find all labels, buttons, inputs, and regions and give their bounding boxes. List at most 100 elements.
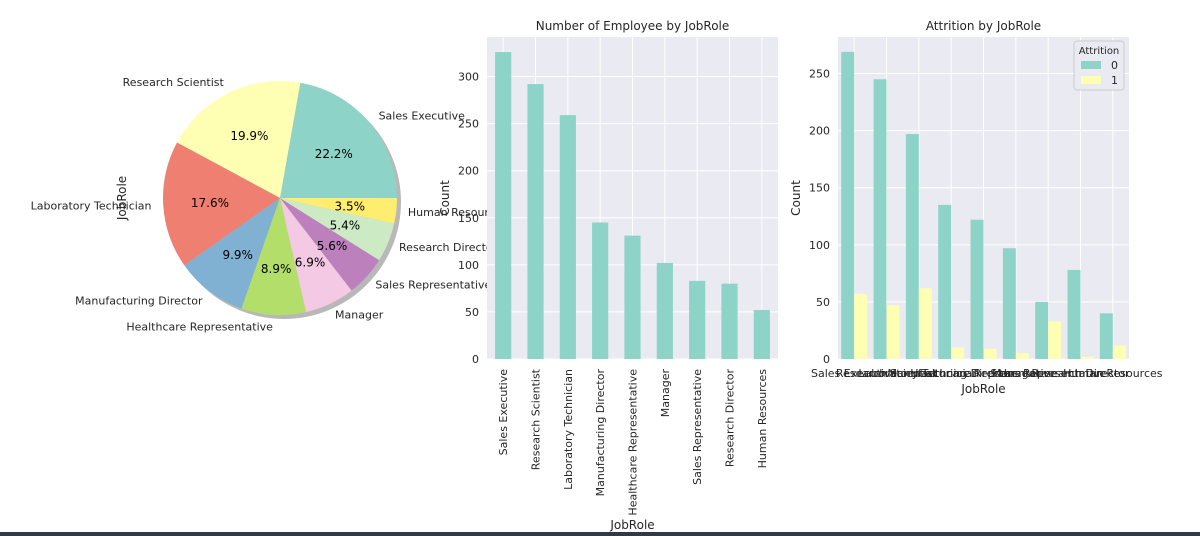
x-tick-label: Human Resources [1063, 367, 1163, 380]
chart-title: Number of Employee by JobRole [536, 19, 730, 33]
y-tick-label: 150 [458, 212, 479, 225]
legend-entry: 0 [1111, 59, 1118, 72]
bar-series-1 [1048, 321, 1062, 359]
bar-series-1 [1112, 345, 1126, 359]
bar-series-0 [1035, 301, 1049, 359]
legend-entry: 1 [1111, 74, 1118, 87]
pie-slice [162, 142, 280, 266]
x-axis-label: JobRole [609, 518, 654, 532]
bar-series-0 [938, 204, 952, 359]
legend-swatch [1081, 61, 1101, 69]
pie-slice [241, 198, 307, 315]
pie-ylabel: JobRole [115, 176, 129, 221]
bar [624, 235, 641, 359]
bar-series-1 [983, 348, 997, 359]
bar-series-0 [905, 134, 919, 359]
pie-pct-label: 5.4% [330, 219, 361, 233]
pie-label: Manager [335, 308, 384, 321]
x-tick-label: Laboratory Technician [562, 369, 575, 490]
bar-series-1 [918, 288, 932, 359]
chart-title: Attrition by JobRole [926, 19, 1041, 33]
y-tick-label: 100 [458, 259, 479, 272]
pie-chart: Sales Executive 22.2% Research Scientist 19… [31, 76, 508, 333]
pie-label: Laboratory Technician [31, 200, 152, 213]
pie-pct-label: 5.6% [317, 239, 348, 253]
x-tick-label: Sales Representative [691, 369, 704, 485]
pie-label: Human Resources [408, 206, 508, 219]
bar-series-0 [970, 219, 984, 359]
bar-series-0 [1067, 269, 1081, 359]
x-tick-label: Human Resources [756, 369, 769, 469]
y-tick-label: 250 [809, 68, 830, 81]
y-tick-label: 0 [472, 353, 479, 366]
bar [592, 222, 609, 359]
pie-pct-label: 6.9% [295, 255, 326, 269]
bar-series-1 [886, 305, 900, 359]
pie-pct-label: 19.9% [230, 129, 268, 143]
x-tick-label: Research Scientist [530, 368, 543, 470]
pie-slice [184, 198, 280, 309]
y-tick-label: 50 [465, 306, 479, 319]
y-tick-label: 250 [458, 118, 479, 131]
y-tick-label: 200 [809, 125, 830, 138]
y-tick-label: 200 [458, 165, 479, 178]
x-tick-label: Sales Executive [811, 367, 898, 380]
pie-slice [280, 198, 397, 224]
bar [689, 280, 706, 359]
pie-label: Healthcare Representative [126, 321, 273, 334]
x-tick-label: Research Director [1031, 367, 1130, 380]
y-tick-label: 50 [816, 296, 830, 309]
pie-pct-label: 8.9% [261, 262, 292, 276]
bottom-bar [0, 532, 1200, 536]
x-tick-label: Healthcare Representative [627, 369, 640, 516]
bar [559, 115, 576, 359]
x-axis-label: JobRole [960, 382, 1005, 396]
pie-slice [280, 198, 352, 313]
x-tick-label: Manager [992, 367, 1041, 380]
pie-pct-label: 22.2% [315, 147, 353, 161]
bar [721, 283, 738, 359]
y-tick-label: 300 [458, 71, 479, 84]
pie-label: Sales Representative [375, 278, 491, 291]
bar [656, 262, 673, 359]
pie-slice [280, 82, 398, 198]
x-tick-label: Healthcare Representative [910, 367, 1057, 380]
y-tick-label: 150 [809, 182, 830, 195]
bar-series-0 [1099, 313, 1113, 359]
legend-swatch [1081, 76, 1101, 84]
bar-series-1 [1015, 353, 1029, 359]
x-tick-label: Manufacturing Director [594, 369, 607, 497]
bar-series-1 [1080, 356, 1094, 359]
x-tick-label: Manager [659, 369, 672, 418]
pie-slice [176, 81, 301, 198]
pie-slice [280, 198, 395, 261]
pie-pct-label: 3.5% [335, 200, 366, 214]
employee-count-bar-chart: 0 50 100 150 200 250 300 Number of Employee by … [438, 19, 778, 532]
attrition-bar-chart: 0 50 100 150 200 250 Attrition by JobRole Sales… [789, 19, 1163, 396]
x-tick-label: Research Director [724, 369, 737, 468]
x-tick-label: Manufacturing Director [887, 367, 1015, 380]
y-axis-label: Count [438, 180, 452, 216]
pie-label: Research Director [399, 241, 498, 254]
y-tick-label: 0 [823, 353, 830, 366]
bar [753, 310, 770, 359]
bar-series-0 [841, 51, 855, 360]
pie-pct-label: 9.9% [222, 248, 253, 262]
bar-series-0 [873, 79, 887, 359]
bar-series-1 [951, 347, 965, 359]
bar-series-0 [1002, 248, 1016, 359]
pie-label: Sales Executive [379, 109, 466, 122]
x-tick-label: Sales Executive [497, 369, 510, 456]
legend-title: Attrition [1079, 46, 1120, 57]
y-axis-label: Count [789, 180, 803, 216]
y-tick-label: 100 [809, 239, 830, 252]
pie-label: Research Scientist [123, 76, 225, 89]
x-tick-label: Laboratory Technician [858, 367, 979, 380]
pie-label: Manufacturing Director [75, 295, 203, 308]
pie-slice [280, 198, 380, 291]
pie-pct-label: 17.6% [191, 196, 229, 210]
bar-series-1 [854, 293, 868, 359]
x-tick-label: Sales Representative [990, 367, 1106, 380]
bar [527, 84, 544, 360]
